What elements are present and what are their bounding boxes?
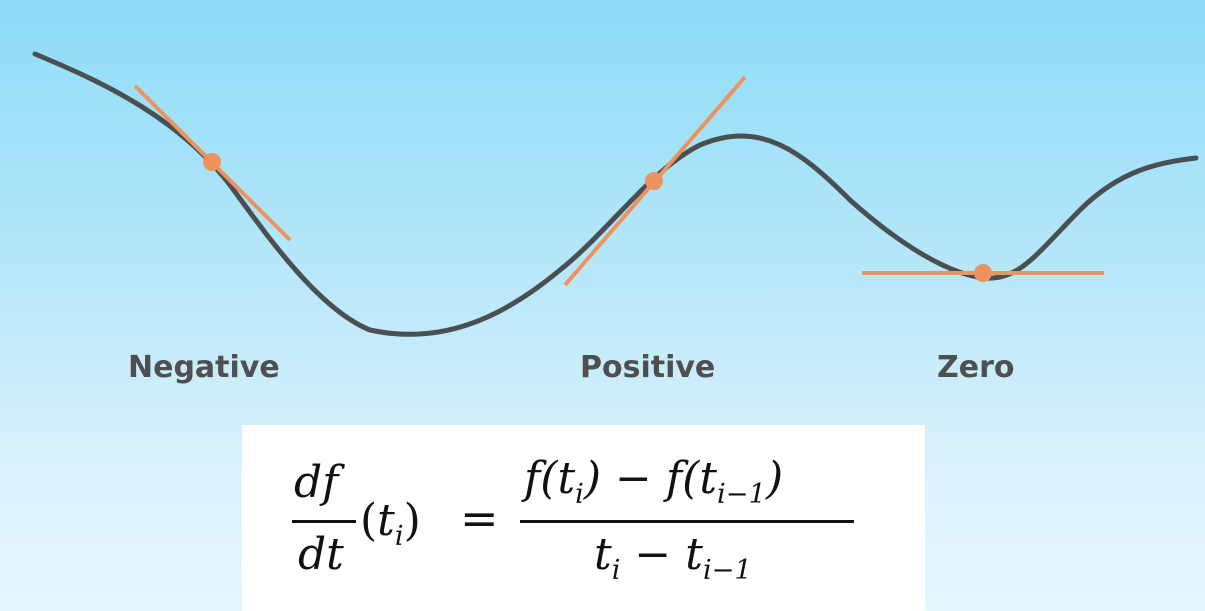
tangent-point-positive [645, 172, 663, 190]
rhs-num-part2: ) − f(t [583, 453, 718, 504]
tangent-point-negative [203, 153, 221, 171]
rhs-num-part1: f(t [524, 453, 576, 504]
formula-box: df dt (ti) = f(ti) − f(ti−1) ti − ti−1 [242, 425, 925, 611]
lhs-numerator: df [294, 457, 339, 508]
equals-sign: = [460, 491, 499, 545]
lhs-denominator: dt [298, 529, 344, 580]
lhs-arg-sub: i [394, 520, 404, 552]
rhs-num-part3: ) [765, 453, 784, 504]
lhs-arg-var: t [377, 495, 395, 546]
lhs-argument: (ti) [360, 495, 421, 552]
lhs-fraction-bar [292, 520, 356, 523]
tangent-point-zero [974, 264, 992, 282]
rhs-num-sub2: i−1 [717, 478, 766, 510]
rhs-fraction-bar [520, 520, 854, 523]
rhs-numerator: f(ti) − f(ti−1) [524, 453, 783, 510]
rhs-den-sub1: i [611, 554, 621, 586]
rhs-den-part1: t [594, 529, 612, 580]
rhs-denominator: ti − ti−1 [594, 529, 752, 586]
label-positive: Positive [580, 350, 716, 385]
rhs-den-sub2: i−1 [702, 554, 752, 586]
lhs-arg-open: ( [360, 495, 378, 546]
function-curve [32, 51, 1199, 337]
lhs-arg-close: ) [403, 495, 421, 546]
rhs-num-sub1: i [575, 478, 584, 510]
label-zero: Zero [937, 350, 1015, 385]
label-negative: Negative [128, 350, 280, 385]
rhs-den-part2: − t [620, 529, 703, 580]
